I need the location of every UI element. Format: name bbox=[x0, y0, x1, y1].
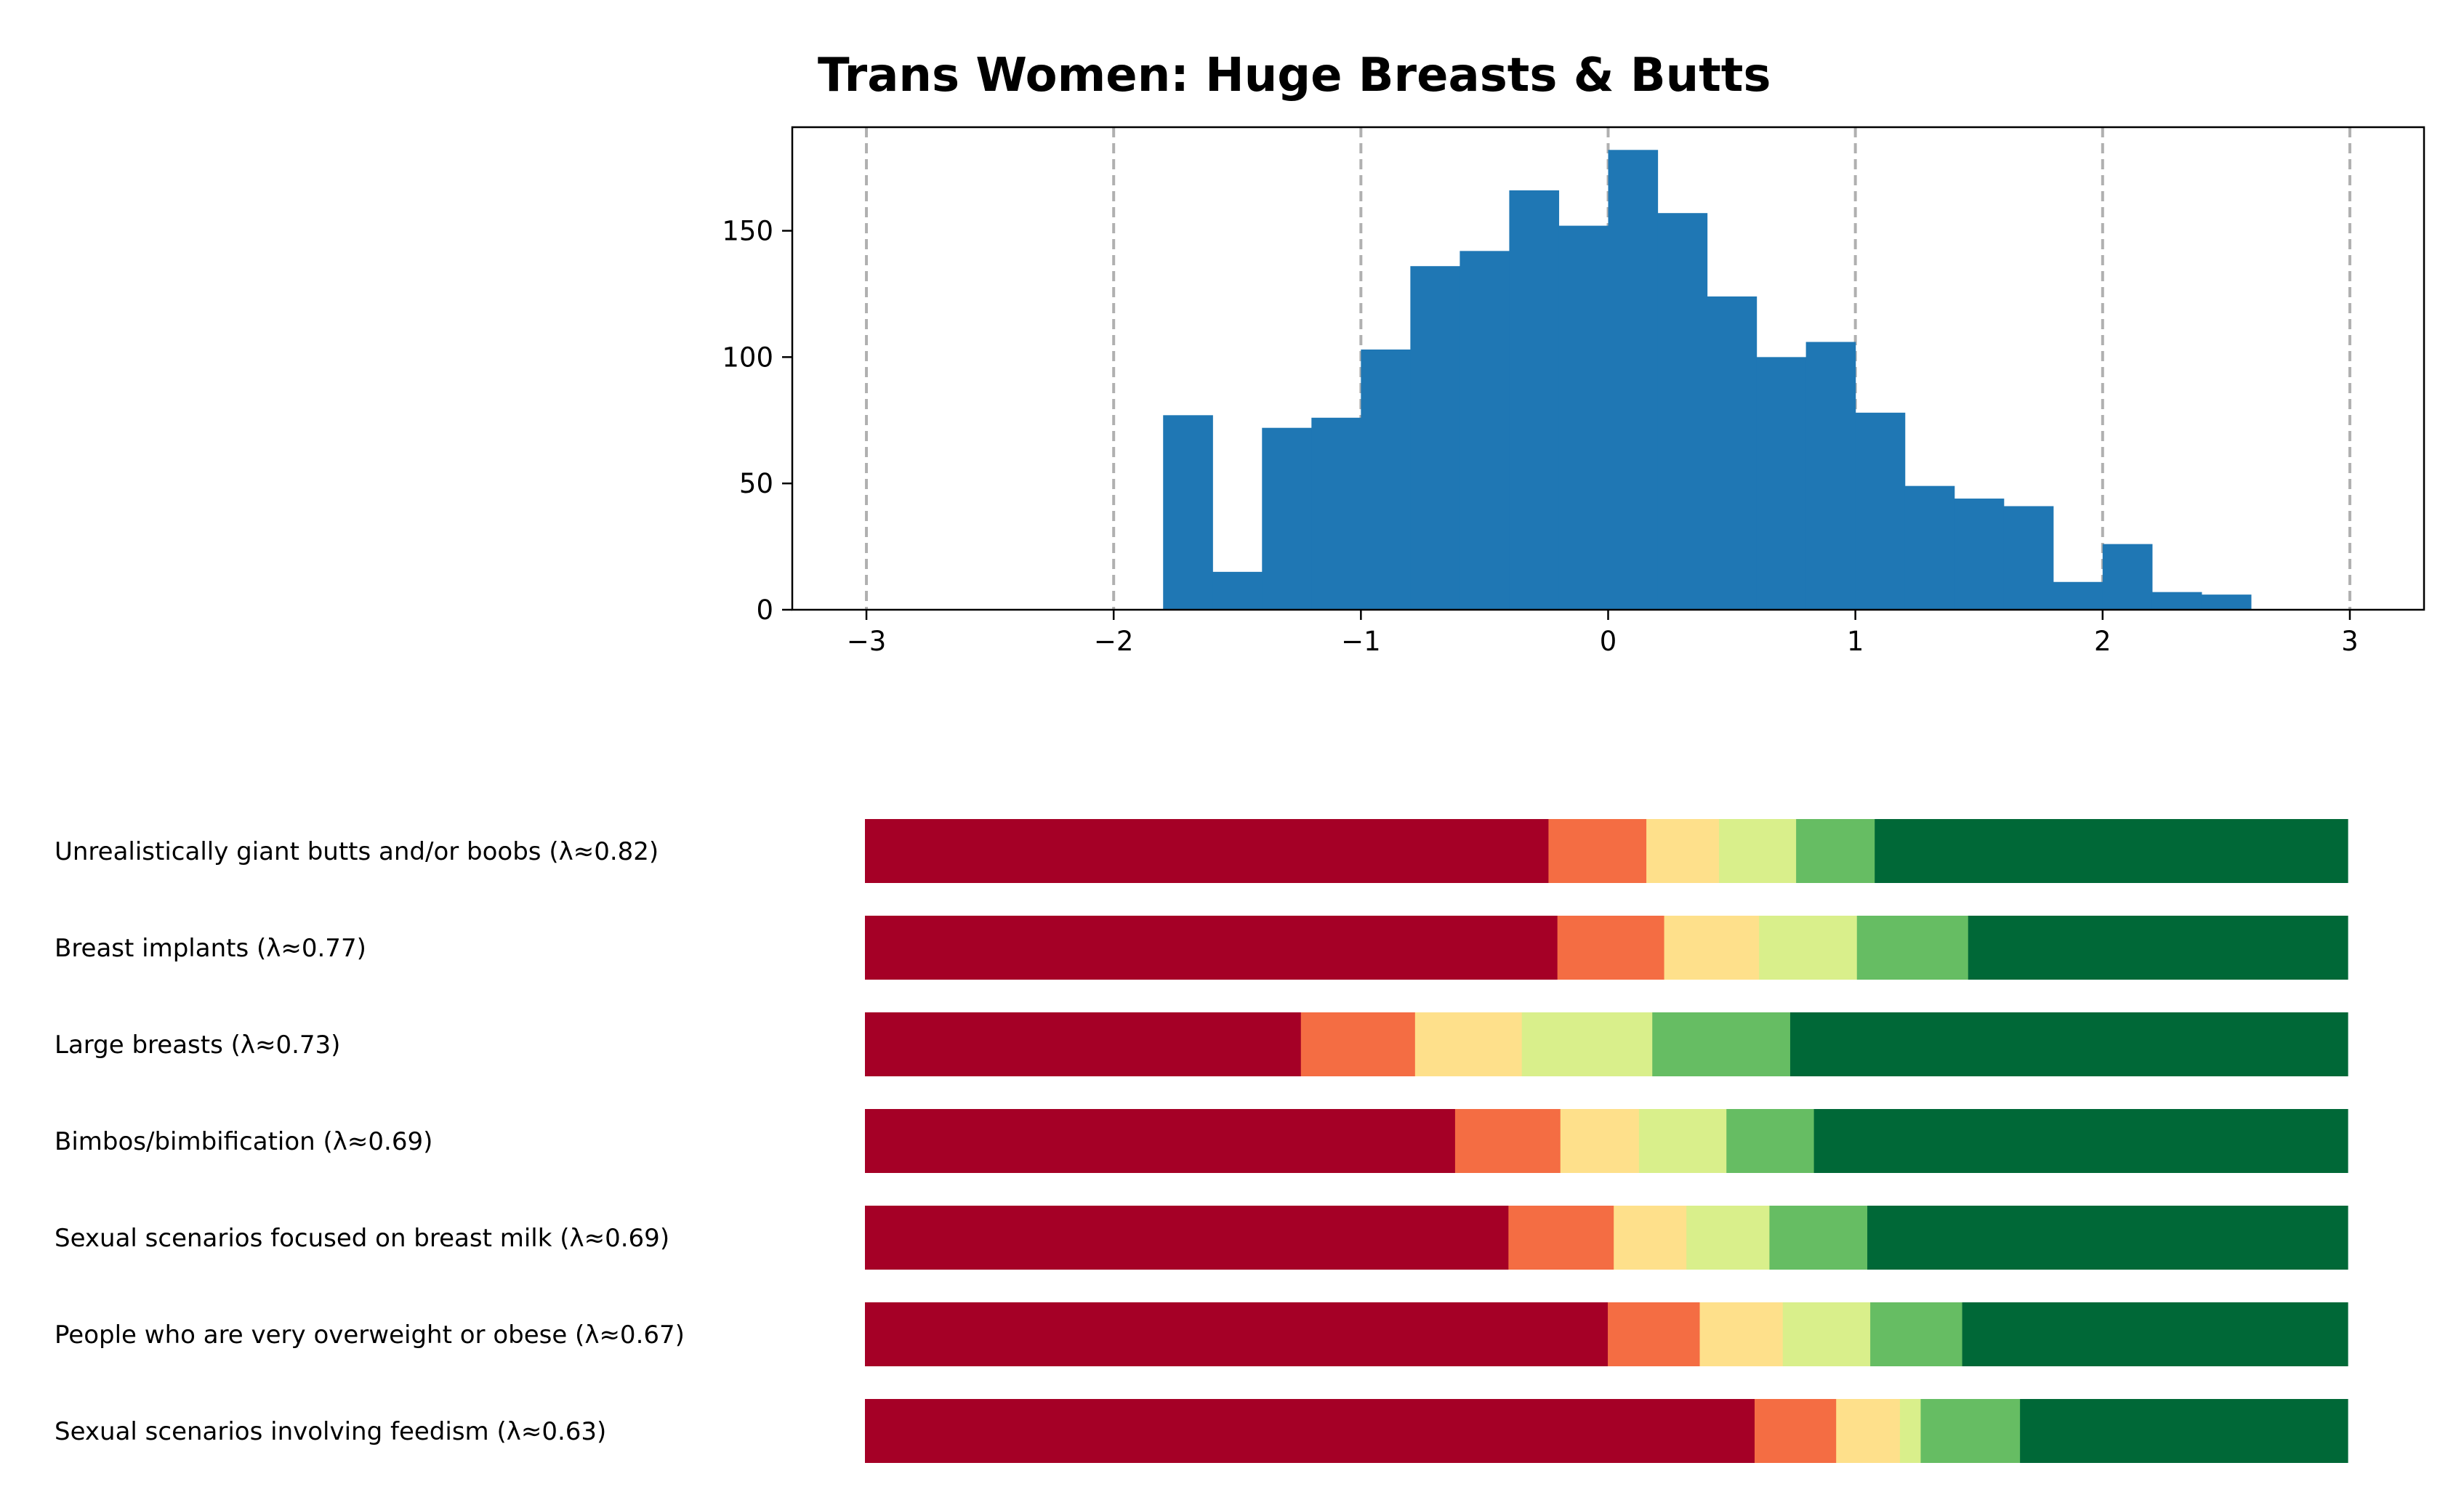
y-tick-label: 150 bbox=[722, 216, 773, 247]
y-tick-label: 0 bbox=[756, 594, 773, 626]
stacked-segment bbox=[1686, 1206, 1770, 1270]
histogram-bar bbox=[2201, 594, 2252, 610]
histogram-bar bbox=[1460, 251, 1510, 610]
stacked-segment bbox=[1699, 1302, 1784, 1366]
stacked-segment bbox=[1759, 916, 1858, 980]
stacked-segment bbox=[1870, 1302, 1963, 1366]
stacked-row: Bimbos/bimbification (λ≈0.69) bbox=[55, 1109, 2348, 1173]
stacked-segment bbox=[1968, 916, 2348, 980]
stacked-segment bbox=[2020, 1399, 2348, 1463]
histogram-bar bbox=[1707, 296, 1758, 610]
row-label: Large breasts (λ≈0.73) bbox=[55, 1031, 340, 1060]
row-label: Unrealistically giant butts and/or boobs… bbox=[55, 837, 659, 866]
stacked-segment bbox=[1664, 916, 1760, 980]
histogram-bar bbox=[1410, 266, 1461, 610]
histogram-bar bbox=[1558, 225, 1609, 610]
histogram-bar bbox=[1608, 150, 1659, 610]
histogram-bar bbox=[1509, 190, 1560, 610]
stacked-segment bbox=[1508, 1206, 1614, 1270]
stacked-segment bbox=[1782, 1302, 1871, 1366]
histogram-bar bbox=[1805, 342, 1856, 610]
stacked-segment bbox=[865, 1206, 1509, 1270]
stacked-segment bbox=[1300, 1012, 1416, 1076]
stacked-segment bbox=[1557, 916, 1665, 980]
row-label: Sexual scenarios focused on breast milk … bbox=[55, 1224, 669, 1253]
histogram-bar bbox=[2151, 592, 2202, 610]
histogram-bars bbox=[1163, 150, 2252, 610]
row-label: Sexual scenarios involving feedism (λ≈0.… bbox=[55, 1417, 606, 1446]
stacked-segment bbox=[1614, 1206, 1687, 1270]
stacked-segment bbox=[865, 1109, 1456, 1173]
histogram-x-axis: −3 −2 −1 0 1 2 3 bbox=[847, 610, 2359, 657]
histogram-y-axis: 0 50 100 150 bbox=[722, 216, 792, 626]
stacked-segment bbox=[1646, 819, 1720, 883]
histogram-bar bbox=[1855, 412, 1906, 610]
stacked-segment bbox=[865, 1302, 1609, 1366]
stacked-segment bbox=[1836, 1399, 1901, 1463]
histogram-bar bbox=[1657, 213, 1708, 610]
stacked-segment bbox=[865, 916, 1558, 980]
histogram-bar bbox=[2053, 581, 2103, 610]
stacked-segment bbox=[1548, 819, 1647, 883]
stacked-row: Unrealistically giant butts and/or boobs… bbox=[55, 819, 2348, 883]
histogram-bar bbox=[2102, 544, 2153, 610]
stacked-segment bbox=[1796, 819, 1875, 883]
stacked-segment bbox=[1920, 1399, 2021, 1463]
x-tick-label: −1 bbox=[1341, 626, 1381, 657]
stacked-segment bbox=[1962, 1302, 2348, 1366]
stacked-row: Breast implants (λ≈0.77) bbox=[55, 916, 2348, 980]
x-tick-label: 1 bbox=[1847, 626, 1864, 657]
stacked-segment bbox=[1813, 1109, 2348, 1173]
stacked-segment bbox=[865, 1012, 1302, 1076]
y-tick-label: 50 bbox=[739, 468, 773, 499]
histogram-bar bbox=[1212, 571, 1263, 610]
stacked-row: Sexual scenarios focused on breast milk … bbox=[55, 1206, 2348, 1270]
stacked-row: Sexual scenarios involving feedism (λ≈0.… bbox=[55, 1399, 2348, 1463]
stacked-segment bbox=[865, 819, 1550, 883]
stacked-segment bbox=[1608, 1302, 1701, 1366]
stacked-segment bbox=[1755, 1399, 1837, 1463]
stacked-segment bbox=[1719, 819, 1797, 883]
stacked-segment bbox=[1789, 1012, 2348, 1076]
x-tick-label: 0 bbox=[1600, 626, 1617, 657]
stacked-segment bbox=[1560, 1109, 1640, 1173]
stacked-segment bbox=[1867, 1206, 2348, 1270]
histogram-bar bbox=[1311, 417, 1361, 610]
stacked-segment bbox=[1414, 1012, 1523, 1076]
stacked-segment bbox=[1638, 1109, 1727, 1173]
histogram-bar bbox=[1756, 357, 1807, 610]
histogram-bar bbox=[1262, 427, 1312, 610]
row-label: Breast implants (λ≈0.77) bbox=[55, 934, 366, 963]
stacked-segment bbox=[1726, 1109, 1815, 1173]
stacked-row: Large breasts (λ≈0.73) bbox=[55, 1012, 2348, 1076]
stacked-bar-rows: Unrealistically giant butts and/or boobs… bbox=[55, 819, 2348, 1463]
x-tick-label: 2 bbox=[2094, 626, 2111, 657]
histogram-bar bbox=[1904, 485, 1955, 610]
histogram-bar bbox=[2003, 506, 2054, 610]
stacked-segment bbox=[1652, 1012, 1791, 1076]
stacked-segment bbox=[865, 1399, 1755, 1463]
histogram-bar bbox=[1163, 415, 1213, 610]
stacked-segment bbox=[1856, 916, 1969, 980]
stacked-segment bbox=[1769, 1206, 1868, 1270]
row-label: Bimbos/bimbification (λ≈0.69) bbox=[55, 1127, 432, 1156]
x-tick-label: −3 bbox=[847, 626, 887, 657]
y-tick-label: 100 bbox=[722, 342, 773, 373]
x-tick-label: −2 bbox=[1094, 626, 1134, 657]
stacked-segment bbox=[1521, 1012, 1653, 1076]
histogram-title: Trans Women: Huge Breasts & Butts bbox=[818, 49, 1771, 102]
row-label: People who are very overweight or obese … bbox=[55, 1320, 685, 1350]
stacked-segment bbox=[1454, 1109, 1561, 1173]
stacked-segment bbox=[1875, 819, 2348, 883]
histogram-bar bbox=[1361, 349, 1411, 610]
stacked-row: People who are very overweight or obese … bbox=[55, 1302, 2348, 1366]
x-tick-label: 3 bbox=[2341, 626, 2359, 657]
stacked-segment bbox=[1899, 1399, 1922, 1463]
histogram-bar bbox=[1954, 499, 2005, 610]
